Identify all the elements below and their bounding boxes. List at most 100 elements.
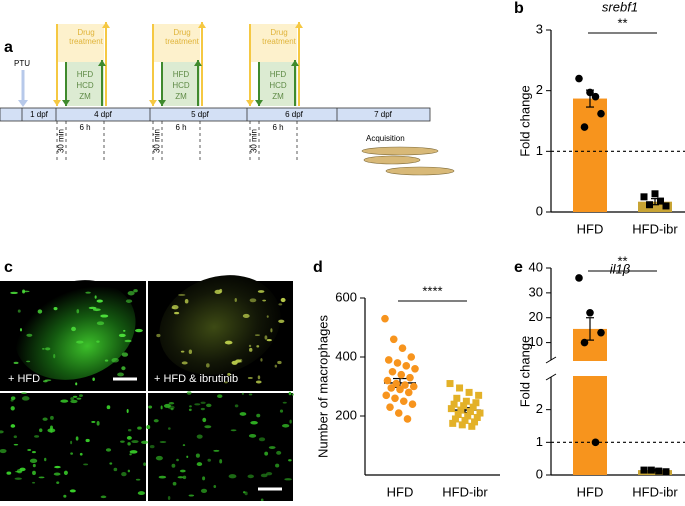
speckle [137,426,142,430]
treatment-label: treatment [69,37,104,46]
y-tick-label: 0 [536,203,543,218]
y-axis-label: Number of macrophages [315,314,330,458]
speckle [262,299,267,302]
treatment-box [57,24,104,62]
speckle [96,299,103,303]
speckle [72,395,78,398]
speckle [123,329,126,332]
data-point [393,359,402,367]
timeline-bar [0,107,431,122]
speckle [288,391,292,396]
data-point [394,409,403,417]
significance: ** [617,15,627,30]
image-label: + HFD [8,373,40,385]
speckle [21,396,30,401]
speckle [156,333,161,338]
data-point [391,394,399,403]
speckle [202,417,207,423]
speckle [0,430,4,434]
data-point [461,416,469,424]
data-point [404,388,413,397]
speckle [34,435,40,438]
speckle [234,297,237,303]
speckle [234,404,239,408]
speckle [196,462,203,467]
larva [385,166,455,176]
speckle [19,328,23,332]
speckle [26,360,31,363]
diet-box [66,62,104,106]
x-tick-label: HFD-ibr [632,484,678,499]
y-tick-label: 3 [536,21,543,36]
speckle [137,491,145,496]
speckle [45,347,51,351]
diet-label: ZM [79,92,91,101]
speckle [129,450,138,454]
speckle [200,407,205,411]
speckle [10,396,16,400]
speckle [182,444,186,447]
speckle [158,475,167,479]
speckle [258,437,266,442]
speckle [117,372,124,377]
y-tick-label: 20 [529,309,543,324]
speckle [284,478,292,481]
speckle [70,399,78,404]
speckle [78,394,83,397]
data-point [646,201,653,209]
data-point [409,382,418,391]
speckle [168,401,175,405]
speckle [13,361,19,365]
speckle [188,408,192,412]
data-point [456,384,464,392]
treatment-label: Drug [270,28,287,37]
day-label: 7 dpf [374,110,393,119]
data-point [475,391,483,399]
speckle [219,288,223,293]
arrow-head [102,22,110,28]
arrow-head [98,60,106,66]
speckle [53,354,56,359]
speckle [120,440,125,443]
data-point [387,384,396,392]
speckle [281,423,290,428]
speckle [171,304,179,310]
speckle [47,428,56,433]
chart-title: il1β [610,261,631,276]
speckle [213,449,220,452]
speckle [43,380,48,383]
speckle [85,291,91,294]
speckle [21,392,27,395]
diet-box [162,62,200,106]
speckle [235,359,242,363]
data-point [640,193,648,201]
speckle [167,495,171,501]
speckle [256,345,260,348]
speckle [260,358,263,362]
speckle [92,308,101,312]
speckle [125,299,133,303]
speckle [270,328,273,333]
speckle [91,421,96,423]
day-label: 1 dpf [30,110,49,119]
data-point [471,418,479,426]
arrow-head [18,100,28,107]
speckle [159,441,167,443]
speckle [85,438,90,443]
y-tick-label: 2 [536,401,543,416]
break-gap [572,361,608,376]
speckle [118,333,126,338]
data-point [662,202,670,210]
speckle [75,382,78,386]
treatment-label: Drug [77,28,94,37]
speckle [289,419,292,424]
speckle [189,405,192,408]
speckle [247,474,254,479]
treatment-label: treatment [165,37,200,46]
micrograph [0,393,146,501]
y-tick-label: 400 [335,348,357,363]
speckle [254,334,260,337]
axis-break [545,373,557,381]
data-point [381,314,389,323]
